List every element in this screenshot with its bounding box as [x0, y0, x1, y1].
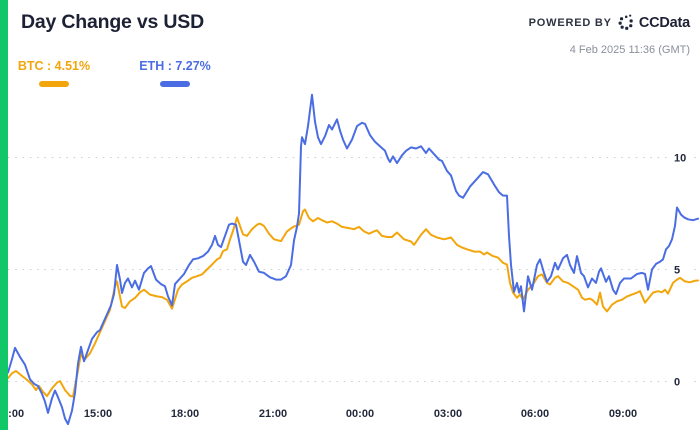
accent-bar [0, 0, 8, 430]
timestamp: 4 Feb 2025 11:36 (GMT) [569, 44, 690, 56]
brand-name: CCData [638, 14, 690, 31]
svg-text:15:00: 15:00 [84, 408, 112, 420]
page-title: Day Change vs USD [21, 11, 204, 33]
legend-label-btc: BTC : 4.51% [17, 59, 91, 73]
eth-swatch [160, 81, 190, 87]
powered-by-link[interactable]: POWERED BY CCData [528, 14, 691, 31]
legend-item-btc[interactable]: BTC : 4.51% [17, 59, 91, 87]
legend-item-eth[interactable]: ETH : 7.27% [139, 59, 211, 87]
legend-label-eth: ETH : 7.27% [139, 59, 211, 73]
svg-text:18:00: 18:00 [171, 408, 199, 420]
svg-text:03:00: 03:00 [434, 408, 462, 420]
svg-text:5: 5 [674, 265, 680, 277]
ccdata-logo-icon [617, 14, 634, 31]
svg-text:00:00: 00:00 [346, 408, 374, 420]
powered-by-label: POWERED BY [528, 16, 612, 29]
svg-text:21:00: 21:00 [259, 408, 287, 420]
btc-swatch [39, 81, 69, 87]
svg-text:10: 10 [674, 153, 686, 165]
svg-text:09:00: 09:00 [609, 408, 637, 420]
svg-text:0: 0 [674, 377, 680, 389]
svg-text:06:00: 06:00 [521, 408, 549, 420]
